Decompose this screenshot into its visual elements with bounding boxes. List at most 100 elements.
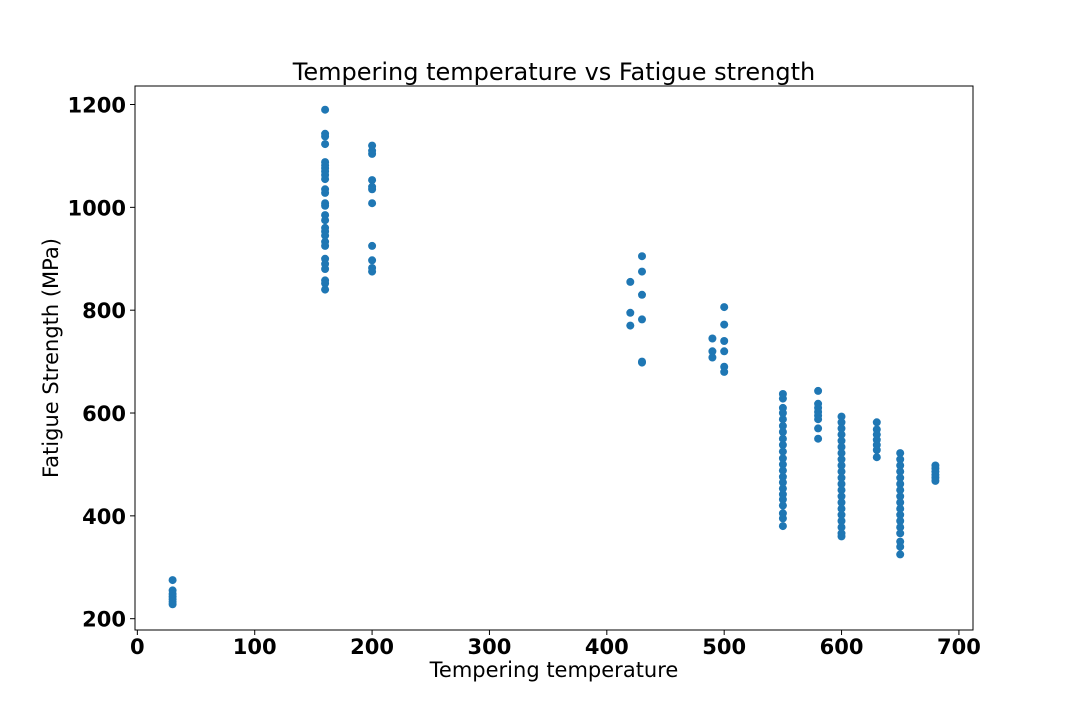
- x-axis-ticks: 0 100 200 300 400 500 600 700: [130, 630, 981, 659]
- data-point: [778, 484, 787, 493]
- data-point: [896, 523, 905, 532]
- y-tick-label: 800: [82, 299, 126, 323]
- data-point: [626, 321, 635, 330]
- data-point: [896, 542, 905, 551]
- data-point: [708, 347, 717, 356]
- data-point: [638, 267, 646, 276]
- data-point: [837, 412, 846, 421]
- data-point: [896, 510, 905, 519]
- data-point: [778, 478, 787, 487]
- data-point: [321, 188, 330, 197]
- x-tick-label: 700: [937, 635, 981, 659]
- x-tick-label: 100: [233, 635, 277, 659]
- data-point: [321, 140, 330, 149]
- data-point: [321, 279, 330, 288]
- data-point: [814, 434, 823, 443]
- data-point: [778, 428, 787, 436]
- data-point: [872, 418, 881, 427]
- x-tick-label: 400: [585, 635, 629, 659]
- data-point: [778, 394, 787, 403]
- data-point: [896, 473, 905, 482]
- data-point: [368, 176, 377, 185]
- y-tick-label: 1200: [68, 94, 126, 118]
- data-point: [896, 529, 905, 538]
- data-point: [837, 486, 846, 495]
- data-point: [778, 440, 787, 449]
- data-point: [778, 415, 787, 424]
- data-point: [321, 241, 330, 250]
- data-point: [638, 252, 646, 261]
- y-tick-label: 600: [82, 402, 126, 426]
- data-point: [638, 358, 646, 367]
- data-point: [814, 415, 823, 424]
- data-point: [321, 216, 330, 225]
- data-points: [168, 105, 940, 609]
- x-tick-label: 500: [702, 635, 746, 659]
- x-tick-label: 200: [350, 635, 394, 659]
- data-point: [778, 514, 787, 523]
- y-axis-ticks: 200 400 600 800 1000 1200: [68, 94, 135, 632]
- data-point: [720, 347, 729, 356]
- data-point: [872, 453, 881, 462]
- data-point: [720, 337, 729, 345]
- data-point: [321, 105, 330, 114]
- data-point: [708, 353, 717, 362]
- data-point: [321, 132, 330, 141]
- data-point: [837, 480, 846, 488]
- data-point: [708, 334, 717, 343]
- data-point: [837, 523, 846, 532]
- data-point: [896, 467, 905, 476]
- data-point: [837, 449, 846, 458]
- data-point: [837, 510, 846, 519]
- x-tick-label: 0: [130, 635, 145, 659]
- data-point: [837, 443, 846, 451]
- data-point: [638, 315, 646, 324]
- data-point: [778, 409, 787, 417]
- data-point: [778, 495, 787, 504]
- data-point: [368, 241, 377, 250]
- data-point: [837, 517, 846, 525]
- data-point: [626, 308, 635, 317]
- data-point: [814, 424, 823, 433]
- data-point: [837, 467, 846, 476]
- data-point: [896, 498, 905, 507]
- data-point: [626, 277, 635, 286]
- data-point: [368, 256, 377, 265]
- data-point: [778, 447, 787, 456]
- data-point: [896, 461, 905, 470]
- data-point: [321, 285, 330, 294]
- data-point: [837, 532, 846, 541]
- data-point: [321, 175, 330, 184]
- data-point: [778, 460, 787, 469]
- data-point: [814, 386, 823, 395]
- data-point: [168, 576, 177, 585]
- data-point: [778, 522, 787, 531]
- data-point: [321, 231, 330, 240]
- data-point: [896, 517, 905, 525]
- x-tick-label: 600: [820, 635, 864, 659]
- data-point: [720, 320, 729, 329]
- y-tick-label: 200: [82, 608, 126, 632]
- data-point: [638, 290, 646, 299]
- y-tick-label: 1000: [68, 196, 126, 220]
- plot-area-frame: [134, 85, 974, 631]
- data-point: [872, 446, 881, 454]
- data-point: [837, 473, 846, 482]
- data-point: [778, 434, 787, 443]
- data-point: [778, 501, 787, 510]
- data-point: [896, 455, 905, 464]
- data-point: [778, 466, 787, 475]
- data-point: [321, 265, 330, 273]
- data-point: [720, 367, 729, 376]
- data-point: [778, 454, 787, 463]
- data-point: [837, 461, 846, 470]
- data-point: [837, 504, 846, 513]
- data-point: [896, 504, 905, 513]
- data-point: [778, 472, 787, 481]
- x-tick-label: 300: [468, 635, 512, 659]
- data-point: [321, 201, 330, 210]
- data-point: [896, 550, 905, 559]
- data-point: [168, 600, 177, 609]
- x-axis-label: Tempering temperature: [429, 658, 679, 682]
